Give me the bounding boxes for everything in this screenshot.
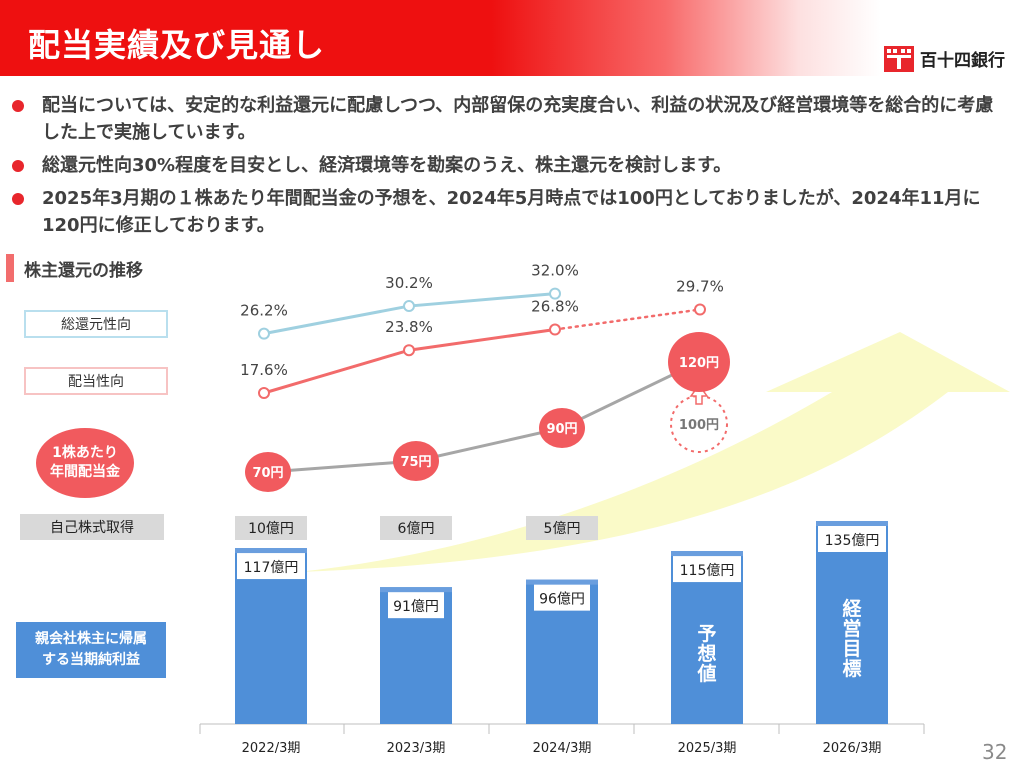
dividend-per-share-label: 120円 [679, 356, 719, 371]
net-income-bar-top [526, 579, 598, 585]
net-income-value-box [673, 556, 741, 583]
previous-forecast-bubble [670, 395, 728, 453]
net-income-value-label: 117億円 [244, 560, 299, 576]
net-income-label: 親会社株主に帰属 する当期純利益 [16, 622, 166, 678]
net-income-bar-top [816, 521, 888, 526]
page-number: 32 [982, 740, 1008, 764]
x-tick-label: 2023/3期 [387, 741, 446, 756]
x-tick-label: 2025/3期 [678, 741, 737, 756]
bank-logo-icon [884, 46, 914, 72]
dividend-per-share-line [267, 360, 700, 474]
section-header: 株主還元の推移 [6, 254, 143, 282]
total-payout-ratio-point [403, 300, 415, 313]
company-logo: 百十四銀行 [884, 44, 1005, 72]
payout-ratio-label: 17.6% [240, 361, 288, 379]
net-income-value-label: 135億円 [825, 533, 880, 549]
x-tick-label: 2024/3期 [533, 741, 592, 756]
net-income-value-box [237, 553, 305, 580]
forecast-note-label: 予 [697, 623, 716, 645]
previous-forecast-label: 100円 [679, 418, 719, 433]
bullet-list: 配当については、安定的な利益還元に配慮しつつ、内部留保の充実度合い、利益の状況及… [10, 92, 1000, 245]
bullet-dot-icon [12, 193, 24, 205]
buyback-value-box [235, 516, 307, 540]
net-income-bar [816, 521, 888, 724]
buyback-value-label: 6億円 [398, 521, 435, 537]
forecast-note-label: 値 [696, 663, 716, 685]
upward-trend-arrow [298, 332, 1010, 572]
dividend-per-share-label: 90円 [546, 422, 577, 437]
bullet-text: 総還元性向30%程度を目安とし、経済環境等を勘案のうえ、株主還元を検討します。 [42, 155, 732, 176]
bullet-dot-icon [12, 160, 24, 172]
buyback-value-label: 5億円 [544, 521, 581, 537]
legend-total-payout-ratio: 総還元性向 [24, 310, 168, 338]
net-income-value-box [818, 526, 886, 552]
total-payout-ratio-label: 30.2% [385, 274, 433, 292]
payout-ratio-point [403, 344, 415, 357]
payout-ratio-point [549, 323, 561, 336]
legend-payout-ratio: 配当性向 [24, 367, 168, 395]
dividend-per-share-bubble [668, 332, 730, 392]
bullet-item: 2025年3月期の１株あたり年間配当金の予想を、2024年5月時点では100円と… [10, 185, 1000, 239]
x-tick-label: 2026/3期 [823, 741, 882, 756]
net-income-label-line2: する当期純利益 [42, 652, 140, 668]
company-name: 百十四銀行 [920, 50, 1005, 71]
dividend-per-share-label: 1株あたり 年間配当金 [36, 428, 134, 498]
buyback-value-label: 10億円 [248, 521, 294, 537]
section-title: 株主還元の推移 [24, 260, 143, 281]
section-accent-bar [6, 254, 14, 282]
buyback-value-box [526, 516, 598, 540]
forecast-note-label: 想 [697, 642, 716, 665]
net-income-value-label: 96億円 [539, 592, 585, 608]
payout-ratio-label: 29.7% [676, 278, 724, 296]
buyback-row-label: 自己株式取得 [20, 514, 164, 540]
dividend-per-share-bubble [539, 408, 585, 448]
total-payout-ratio-label: 32.0% [531, 262, 579, 280]
bullet-text: 2025年3月期の１株あたり年間配当金の予想を、2024年5月時点では100円と… [42, 188, 981, 236]
payout-ratio-line [263, 328, 556, 395]
net-income-value-label: 91億円 [393, 599, 439, 615]
total-payout-ratio-label: 26.2% [240, 302, 288, 320]
forecast-note-label: 標 [842, 657, 861, 680]
dps-label-line2: 年間配当金 [50, 464, 120, 480]
payout-ratio-label: 26.8% [531, 298, 579, 316]
bullet-dot-icon [12, 100, 24, 112]
forecast-note-label: 目 [842, 638, 861, 660]
page-title: 配当実績及び見通し [28, 26, 326, 64]
x-tick-label: 2022/3期 [242, 741, 301, 756]
forecast-note-label: 営 [842, 617, 861, 640]
payout-ratio-point [694, 303, 706, 316]
dividend-per-share-label: 70円 [252, 466, 283, 481]
revision-arrow-icon [689, 383, 709, 405]
forecast-note-label: 経 [842, 597, 862, 620]
net-income-label-line1: 親会社株主に帰属 [35, 631, 147, 647]
total-payout-ratio-point [549, 287, 561, 300]
bullet-item: 総還元性向30%程度を目安とし、経済環境等を勘案のうえ、株主還元を検討します。 [10, 152, 1000, 179]
bullet-text: 配当については、安定的な利益還元に配慮しつつ、内部留保の充実度合い、利益の状況及… [42, 95, 994, 143]
payout-ratio-point [258, 387, 270, 399]
buyback-value-box [380, 516, 452, 540]
payout-ratio-forecast-line [553, 308, 702, 331]
net-income-bar-top [235, 548, 307, 554]
net-income-value-label: 115億円 [680, 563, 735, 579]
total-payout-ratio-point [258, 327, 270, 340]
net-income-value-box [534, 584, 590, 611]
dividend-per-share-bubble [393, 441, 439, 481]
dps-label-line1: 1株あたり [52, 445, 118, 461]
dividend-per-share-label: 75円 [400, 455, 431, 470]
net-income-bar-top [380, 587, 452, 593]
header: 配当実績及び見通し 百十四銀行 [0, 0, 1024, 76]
net-income-bar-top [671, 551, 743, 557]
dividend-per-share-bubble [245, 452, 291, 492]
header-band [0, 0, 1024, 76]
bullet-item: 配当については、安定的な利益還元に配慮しつつ、内部留保の充実度合い、利益の状況及… [10, 92, 1000, 146]
payout-ratio-label: 23.8% [385, 318, 433, 336]
net-income-value-box [388, 592, 444, 619]
